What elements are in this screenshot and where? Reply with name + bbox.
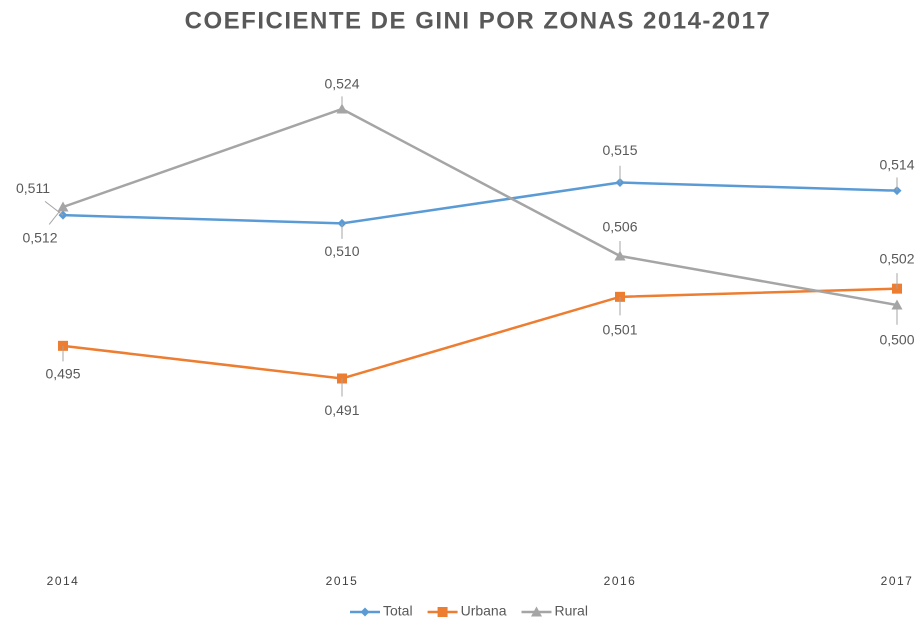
legend-item: Urbana xyxy=(427,603,507,619)
x-tick-label: 2016 xyxy=(604,574,637,588)
data-label: 0,512 xyxy=(22,230,57,246)
x-tick-label: 2014 xyxy=(47,574,80,588)
legend-item: Total xyxy=(350,603,413,619)
marker xyxy=(531,606,542,617)
data-label: 0,515 xyxy=(602,142,637,158)
data-label: 0,511 xyxy=(16,180,50,196)
legend-label: Total xyxy=(383,603,413,619)
leader-line xyxy=(48,206,64,225)
marker xyxy=(891,299,903,310)
data-label: 0,501 xyxy=(602,322,637,338)
data-label: 0,491 xyxy=(324,402,359,418)
data-label: 0,502 xyxy=(879,250,914,266)
data-label: 0,514 xyxy=(879,156,914,172)
marker xyxy=(360,607,370,617)
marker xyxy=(57,201,69,212)
data-label: 0,510 xyxy=(324,243,359,259)
x-tick-label: 2017 xyxy=(881,574,914,588)
data-label: 0,506 xyxy=(602,219,637,235)
legend-label: Rural xyxy=(555,603,588,619)
chart-title: COEFICIENTE DE GINI POR ZONAS 2014-2017 xyxy=(185,7,772,34)
legend-label: Urbana xyxy=(461,603,507,619)
data-label: 0,524 xyxy=(324,76,359,92)
series-line xyxy=(62,107,898,307)
marker xyxy=(437,607,448,617)
series-line xyxy=(62,287,898,380)
data-label: 0,495 xyxy=(45,366,80,382)
data-label: 0,500 xyxy=(879,332,914,348)
series-line xyxy=(62,181,898,225)
legend-item: Rural xyxy=(521,603,588,619)
leader-line xyxy=(44,200,64,216)
x-tick-label: 2015 xyxy=(326,574,359,588)
